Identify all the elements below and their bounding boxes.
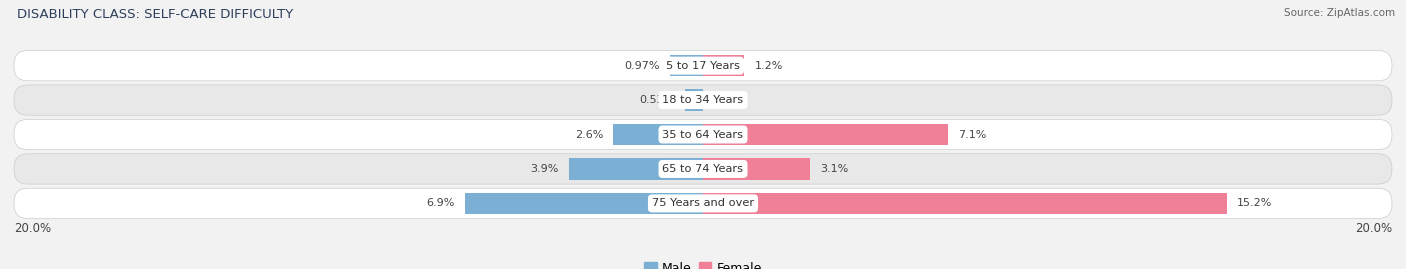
Bar <box>613 124 703 145</box>
Legend: Male, Female: Male, Female <box>640 257 766 269</box>
FancyBboxPatch shape <box>14 119 1392 150</box>
Bar <box>703 158 810 180</box>
Text: 3.9%: 3.9% <box>530 164 558 174</box>
Bar <box>703 193 1226 214</box>
Text: 2.6%: 2.6% <box>575 129 603 140</box>
Text: 1.2%: 1.2% <box>755 61 783 71</box>
Text: DISABILITY CLASS: SELF-CARE DIFFICULTY: DISABILITY CLASS: SELF-CARE DIFFICULTY <box>17 8 292 21</box>
Text: 0.0%: 0.0% <box>713 95 741 105</box>
Text: Source: ZipAtlas.com: Source: ZipAtlas.com <box>1284 8 1395 18</box>
Text: 20.0%: 20.0% <box>14 222 51 235</box>
Text: 3.1%: 3.1% <box>820 164 848 174</box>
Bar <box>685 89 703 111</box>
Bar <box>703 55 744 76</box>
Bar <box>465 193 703 214</box>
Bar <box>669 55 703 76</box>
Text: 7.1%: 7.1% <box>957 129 986 140</box>
Bar <box>703 124 948 145</box>
FancyBboxPatch shape <box>14 188 1392 218</box>
Text: 65 to 74 Years: 65 to 74 Years <box>662 164 744 174</box>
Text: 20.0%: 20.0% <box>1355 222 1392 235</box>
Text: 35 to 64 Years: 35 to 64 Years <box>662 129 744 140</box>
Text: 75 Years and over: 75 Years and over <box>652 198 754 208</box>
FancyBboxPatch shape <box>14 51 1392 81</box>
Text: 6.9%: 6.9% <box>426 198 456 208</box>
Text: 15.2%: 15.2% <box>1237 198 1272 208</box>
Text: 0.97%: 0.97% <box>624 61 659 71</box>
Text: 18 to 34 Years: 18 to 34 Years <box>662 95 744 105</box>
Bar <box>568 158 703 180</box>
Text: 0.53%: 0.53% <box>640 95 675 105</box>
FancyBboxPatch shape <box>14 154 1392 184</box>
Text: 5 to 17 Years: 5 to 17 Years <box>666 61 740 71</box>
FancyBboxPatch shape <box>14 85 1392 115</box>
